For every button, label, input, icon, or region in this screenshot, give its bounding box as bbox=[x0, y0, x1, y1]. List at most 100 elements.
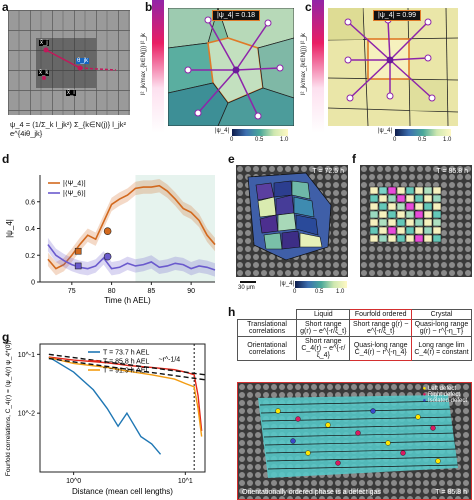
table-header-empty bbox=[238, 310, 297, 320]
panel-b-ylabel: l²_jk/max_{k∈N(j)} l²_jk bbox=[141, 33, 147, 95]
table-cell: Translational correlations bbox=[236, 319, 298, 337]
panel-label-h: h bbox=[228, 305, 236, 319]
panel-c-ylabel: l²_jk/max_{k∈N(j)} l²_jk bbox=[301, 33, 307, 95]
legend-entry: T = 85.8 h AEL bbox=[103, 359, 149, 366]
panel-c-cbar-tick-2: 1.0 bbox=[443, 137, 452, 143]
legend-right-defect: Right defect bbox=[427, 392, 460, 398]
panel-f-time: T = 85.8 h bbox=[436, 168, 468, 175]
x-tick-label: 75 bbox=[68, 288, 76, 295]
plot-frame bbox=[39, 343, 206, 473]
x-tick-label: 85 bbox=[147, 288, 155, 295]
panel-label-e: e bbox=[228, 152, 235, 166]
legend-entry: T = 91.9 h AEL bbox=[103, 368, 149, 375]
panel-e-time: T = 72.5 h bbox=[312, 168, 344, 175]
panel-h-time: T = 85.8 h bbox=[435, 489, 467, 496]
table-cell: Quasi-long range C_4(r) ~ r^{-η_4} bbox=[349, 336, 412, 361]
scalebar bbox=[240, 281, 256, 283]
table-cell: Short range g(r) ~ e^{-r/ξ_t} bbox=[349, 319, 412, 337]
panel-label-f: f bbox=[352, 152, 356, 166]
marker-square bbox=[74, 247, 82, 255]
power-law-annotation: ~r^-1/4 bbox=[158, 357, 180, 364]
scalebar-label: 30 μm bbox=[238, 285, 255, 291]
panel-label-g: g bbox=[2, 330, 10, 344]
power-law-guide bbox=[48, 353, 206, 376]
series-band bbox=[47, 237, 215, 277]
table-row: Translational correlations Short range g… bbox=[236, 319, 473, 337]
x-tick-label: 10^1 bbox=[178, 478, 193, 485]
y-tick-label: 10^-2 bbox=[18, 411, 35, 418]
panel-b-voronoi bbox=[168, 8, 294, 126]
marker-circle bbox=[103, 227, 112, 235]
panel-e-cbar-tick-1: 0.5 bbox=[315, 289, 324, 295]
chart-d: 0 0.2 0.4 0.6 75 80 85 90 |ψ_4| Time (h AEL) |⟨Ψ_4… bbox=[5, 175, 216, 305]
table-cell: Short range C_4(r) ~ e^{-r/ξ_4} bbox=[296, 336, 351, 361]
y-tick-label: 0.6 bbox=[25, 199, 35, 206]
shaded-region bbox=[135, 175, 215, 282]
panel-c-voronoi bbox=[328, 8, 458, 126]
series-line bbox=[48, 356, 203, 437]
y-tick-label: 0 bbox=[31, 280, 35, 287]
panel-b-cbar-label: |ψ_4| bbox=[215, 128, 230, 134]
psi4-formula: ψ_4 = (1/Σ_k l_jk²) Σ_{k∈N(j)} l_jk² e^{… bbox=[10, 120, 126, 138]
panel-e-image: T = 72.5 h bbox=[236, 165, 348, 277]
panel-a-image: x̂_j x̂_k x̂_i θ_jk bbox=[8, 10, 130, 115]
x-axis-label: Time (h AEL) bbox=[104, 296, 151, 305]
table-cell: Long range lim C_4(r) = constant bbox=[410, 336, 473, 361]
panel-label-d: d bbox=[2, 152, 10, 166]
panel-c-value-box: |ψ_4| = 0.99 bbox=[373, 10, 422, 21]
panel-e-cbar-tick-2: 1.0 bbox=[336, 289, 345, 295]
cell-sheet-image bbox=[8, 10, 130, 115]
table-row: Orientational correlations Short range C… bbox=[236, 336, 473, 361]
power-law-guide bbox=[48, 357, 206, 381]
panel-c-cbar-label: |ψ_4| bbox=[378, 128, 393, 134]
x-tick-label: 90 bbox=[187, 288, 195, 295]
panel-h-caption: Orientationally ordered phase is a defec… bbox=[242, 489, 381, 496]
legend-entry: |⟨Ψ_6⟩| bbox=[63, 190, 86, 198]
panel-b-cbar bbox=[232, 129, 288, 136]
panel-label-a: a bbox=[2, 0, 9, 14]
panel-b-cbar-tick-1: 0.5 bbox=[255, 137, 264, 143]
table-header-fourfold: Fourfold ordered bbox=[349, 309, 412, 320]
panel-e-cbar-tick-0: 0 bbox=[293, 289, 297, 295]
table-cell: Short range g(r) ~ e^{-r/ξ_t} bbox=[296, 319, 351, 337]
panel-e-cbar bbox=[295, 281, 347, 288]
x-axis-label: Distance (mean cell lengths) bbox=[72, 487, 173, 496]
table-cell: Quasi-long range g(r) ~ r^{-η_T} bbox=[410, 319, 473, 337]
table-cell: Orientational correlations bbox=[236, 336, 298, 361]
legend-isolated-defect: Isolated defect bbox=[427, 398, 467, 404]
y-tick-label: 0.4 bbox=[25, 226, 35, 233]
label-xk: x̂_k bbox=[38, 70, 50, 76]
legend-entry: |⟨Ψ_4⟩| bbox=[63, 180, 86, 188]
panel-c-cbar-tick-1: 0.5 bbox=[418, 137, 427, 143]
y-axis-label: Fourfold correlations, C_4(r) = ⟨ψ_4(r) … bbox=[4, 339, 12, 476]
panel-b-cbar-tick-2: 1.0 bbox=[280, 137, 289, 143]
x-tick-label: 10^0 bbox=[66, 478, 81, 485]
panel-b-colorbar bbox=[152, 0, 164, 133]
legend-left-defect: Left defect bbox=[427, 386, 456, 392]
panel-c-cbar-tick-0: 0 bbox=[393, 137, 397, 143]
panel-b-value-box: |ψ_4| = 0.18 bbox=[212, 10, 261, 21]
table-header-crystal: Crystal bbox=[410, 309, 473, 320]
panel-b-cbar-tick-0: 0 bbox=[230, 137, 234, 143]
left-defect-icon: ● bbox=[422, 386, 427, 392]
marker-square bbox=[74, 262, 82, 270]
panel-h-image: ● Left defect ● Right defect ● Isolated … bbox=[237, 382, 472, 500]
table-header-row: Liquid Fourfold ordered Crystal bbox=[238, 309, 473, 320]
panel-c-cbar bbox=[395, 129, 451, 136]
series-line bbox=[48, 356, 162, 455]
y-axis-label: |ψ_4| bbox=[5, 219, 14, 238]
y-tick-label: 10^-1 bbox=[18, 352, 35, 359]
legend-entry: T = 73.7 h AEL bbox=[103, 350, 149, 357]
label-xj: x̂_j bbox=[39, 40, 49, 46]
panel-e-cbar-label: |ψ_4| bbox=[280, 281, 295, 287]
series-band bbox=[47, 179, 215, 276]
right-defect-icon: ● bbox=[422, 392, 427, 398]
panel-label-c: c bbox=[305, 0, 312, 14]
panel-c-colorbar bbox=[312, 0, 324, 133]
marker-circle bbox=[103, 252, 112, 261]
panel-label-b: b bbox=[145, 0, 153, 14]
label-theta: θ_jk bbox=[76, 58, 90, 64]
y-tick-label: 0.2 bbox=[25, 253, 35, 260]
label-xi: x̂_i bbox=[66, 90, 76, 96]
panel-f-image: T = 85.8 h bbox=[360, 165, 472, 277]
